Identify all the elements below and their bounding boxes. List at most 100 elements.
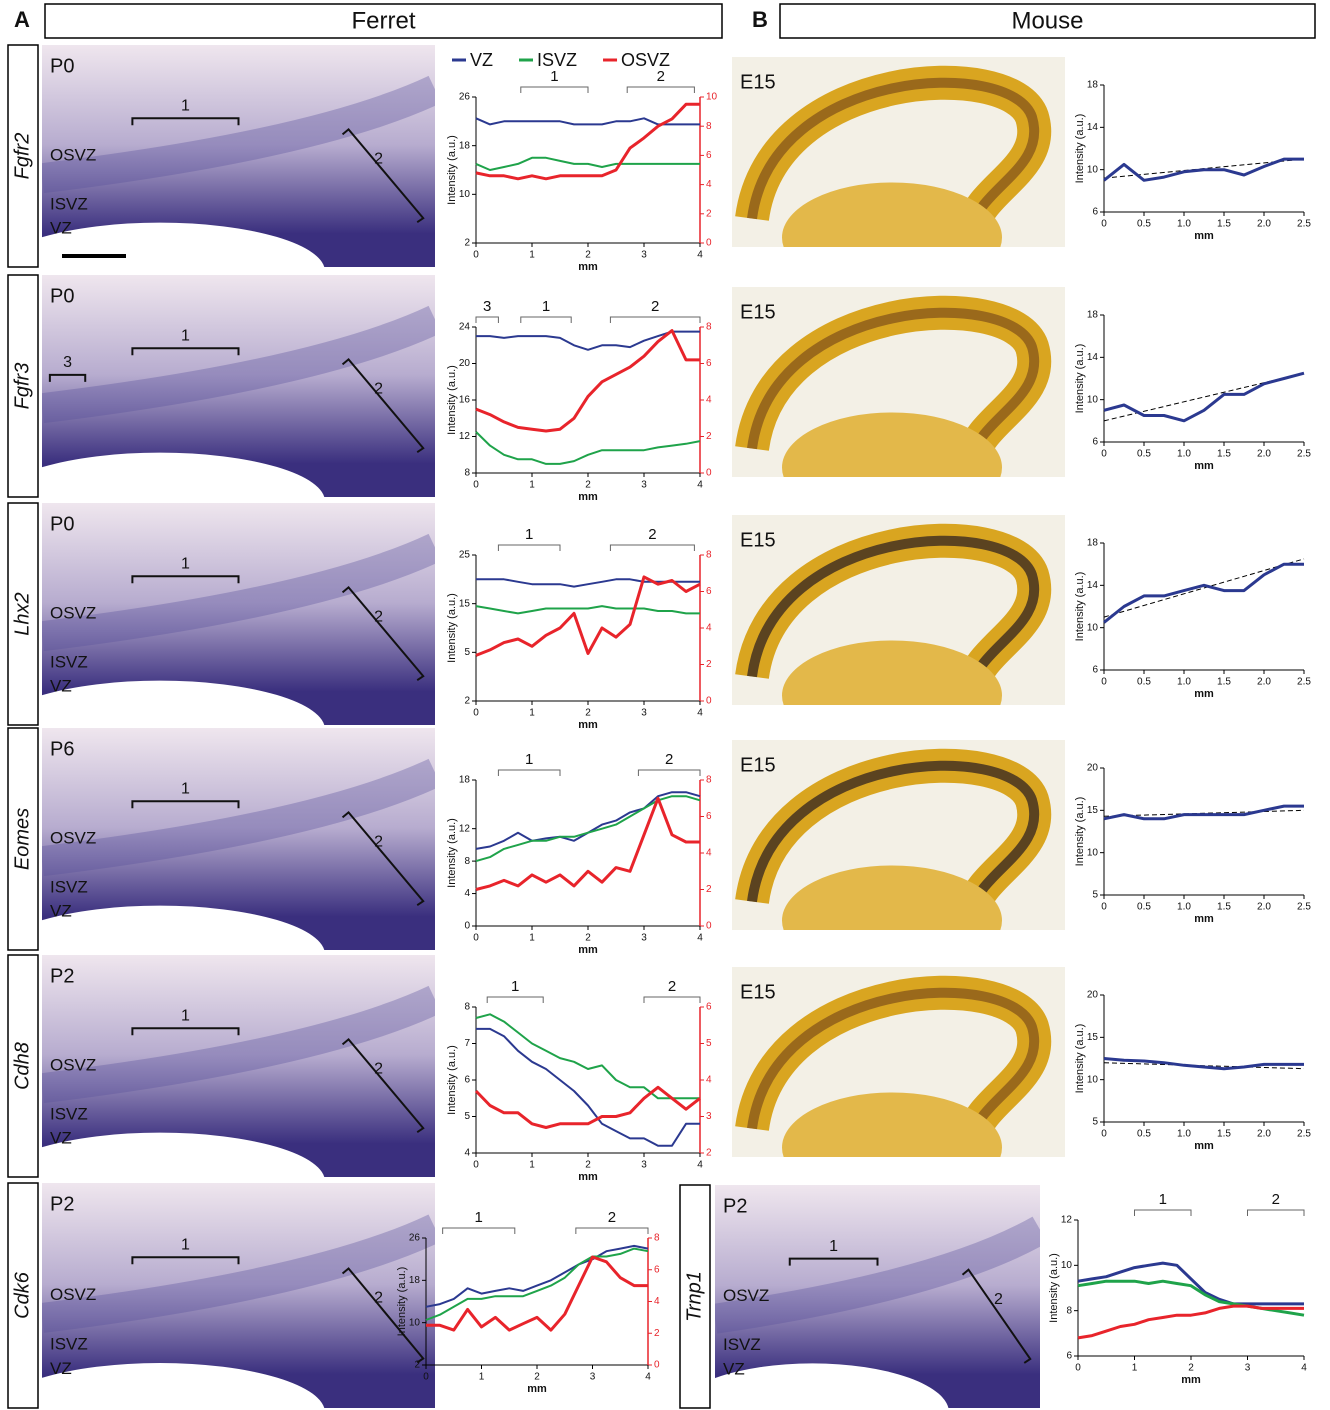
panel-letter: B — [752, 7, 768, 32]
y-tick-label: 12 — [459, 431, 471, 442]
x-tick-label: 0 — [1101, 219, 1107, 230]
age-label: P2 — [50, 965, 74, 987]
zone-label: ISVZ — [50, 1334, 88, 1353]
mouse-image: E15 — [732, 967, 1065, 1203]
y-tick-label: 10 — [1087, 622, 1099, 633]
bracket-label: 2 — [374, 151, 383, 168]
x-tick-label: 1 — [529, 250, 535, 261]
x-tick-label: 0.5 — [1137, 219, 1151, 230]
y-tick-label: 20 — [1087, 990, 1099, 1001]
y-tick-label: 8 — [464, 1002, 470, 1013]
series-line — [476, 331, 700, 431]
y-axis-label: Intensity (a.u.) — [1074, 1024, 1086, 1094]
x-tick-label: 3 — [590, 1372, 596, 1383]
y-tick-label: 5 — [464, 647, 470, 658]
zone-label: VZ — [50, 677, 72, 696]
y-tick-label: 2 — [464, 238, 470, 249]
gene-name: Fgfr3 — [11, 363, 33, 410]
y2-tick-label: 4 — [654, 1296, 660, 1307]
mouse-image: E15 — [732, 57, 1065, 293]
y2-tick-label: 3 — [706, 1111, 712, 1122]
series-line — [1078, 1263, 1304, 1304]
y-tick-label: 5 — [464, 1111, 470, 1122]
striatum — [782, 413, 1002, 523]
series-line — [476, 1029, 700, 1146]
y-tick-label: 2 — [464, 696, 470, 707]
series-line — [1078, 1281, 1304, 1315]
y-tick-label: 10 — [409, 1317, 421, 1328]
age-label: P0 — [50, 513, 74, 535]
zone-label: ISVZ — [50, 194, 88, 213]
y-axis-label: Intensity (a.u.) — [446, 365, 458, 435]
bracket-label: 2 — [374, 834, 383, 851]
y-tick-label: 10 — [1087, 847, 1099, 858]
x-tick-label: 0 — [1101, 1129, 1107, 1140]
series-line — [476, 798, 700, 889]
mouse-image: E15 — [732, 740, 1065, 976]
x-tick-label: 3 — [641, 708, 647, 719]
y-tick-label: 5 — [1092, 1117, 1098, 1128]
y2-tick-label: 2 — [654, 1328, 660, 1339]
y2-tick-label: 6 — [654, 1264, 660, 1275]
zone-label: OSVZ — [50, 828, 96, 847]
series-line — [426, 1249, 648, 1320]
y2-tick-label: 0 — [706, 238, 712, 249]
range-label: 1 — [525, 526, 533, 543]
x-tick-label: 2 — [585, 1160, 591, 1171]
y-tick-label: 14 — [1087, 580, 1099, 591]
x-tick-label: 0 — [1101, 902, 1107, 913]
gene-name: Cdh8 — [11, 1042, 33, 1090]
x-tick-label: 2.0 — [1257, 449, 1271, 460]
x-tick-label: 0.5 — [1137, 677, 1151, 688]
age-label: P6 — [50, 738, 74, 760]
x-tick-label: 2.5 — [1297, 677, 1311, 688]
y2-tick-label: 4 — [706, 848, 712, 859]
gene-name: Fgfr2 — [11, 133, 33, 180]
x-tick-label: 3 — [641, 250, 647, 261]
x-tick-label: 0 — [473, 933, 479, 944]
x-tick-label: 4 — [697, 933, 703, 944]
x-tick-label: 4 — [697, 480, 703, 491]
zone-label: OSVZ — [50, 1055, 96, 1074]
y-tick-label: 18 — [1087, 538, 1099, 549]
y-tick-label: 10 — [1087, 164, 1099, 175]
y-tick-label: 10 — [459, 189, 471, 200]
bracket-label: 1 — [181, 780, 190, 797]
section-image: P2OSVZISVZVZ12 — [676, 1185, 1040, 1410]
x-tick-label: 2.5 — [1297, 449, 1311, 460]
x-tick-label: 2.5 — [1297, 902, 1311, 913]
page: { "panels": [{"letter": "A", "title": "F… — [0, 0, 1330, 1410]
x-tick-label: 0 — [473, 1160, 479, 1171]
y-tick-label: 26 — [459, 92, 471, 103]
range-label: 2 — [651, 298, 659, 315]
series-line — [476, 796, 700, 861]
y-tick-label: 8 — [464, 856, 470, 867]
y-tick-label: 24 — [459, 322, 471, 333]
x-tick-label: 2 — [585, 708, 591, 719]
y-tick-label: 12 — [459, 823, 471, 834]
x-tick-label: 1 — [479, 1372, 485, 1383]
range-bracket — [1248, 1210, 1305, 1216]
y2-tick-label: 4 — [706, 1075, 712, 1086]
y2-tick-label: 0 — [706, 696, 712, 707]
x-axis-label: mm — [1194, 688, 1214, 700]
zone-label: VZ — [723, 1360, 745, 1379]
bracket-label: 1 — [181, 1236, 190, 1253]
range-label: 1 — [525, 751, 533, 768]
range-bracket — [627, 87, 694, 93]
x-tick-label: 4 — [1301, 1363, 1307, 1374]
zone-label: OSVZ — [50, 1285, 96, 1304]
x-tick-label: 1.0 — [1177, 219, 1191, 230]
y-tick-label: 14 — [1087, 352, 1099, 363]
x-tick-label: 1.0 — [1177, 902, 1191, 913]
legend-label: VZ — [470, 50, 493, 70]
y-tick-label: 2 — [414, 1360, 420, 1371]
panel-title: Ferret — [351, 7, 415, 34]
bracket-label: 1 — [181, 555, 190, 572]
zone-label: ISVZ — [50, 877, 88, 896]
y2-tick-label: 8 — [706, 550, 712, 561]
series-line — [476, 104, 700, 179]
x-tick-label: 1 — [1132, 1363, 1138, 1374]
age-label: P2 — [723, 1195, 747, 1217]
range-bracket — [1135, 1210, 1192, 1216]
